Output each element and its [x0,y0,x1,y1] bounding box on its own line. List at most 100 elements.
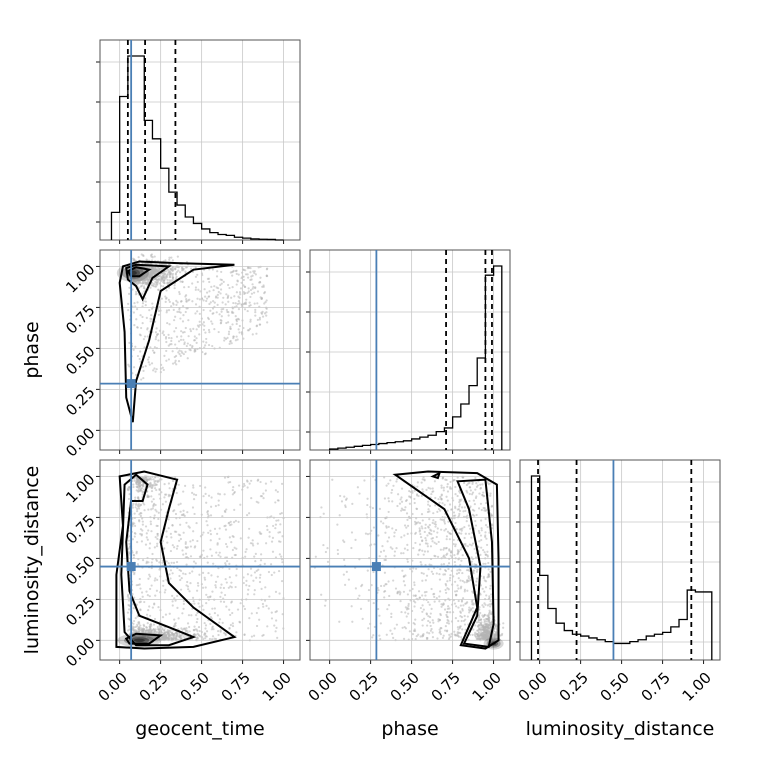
scatter-point [207,513,209,515]
scatter-point [225,322,227,324]
scatter-point [219,556,221,558]
scatter-point [419,527,421,529]
scatter-point [202,341,204,343]
scatter-point [195,522,197,524]
scatter-point [194,349,196,351]
scatter-point [233,521,235,523]
scatter-point [180,638,182,640]
scatter-point [443,563,445,565]
scatter-point [219,292,221,294]
scatter-point [142,596,144,598]
scatter-point [272,537,274,539]
scatter-point [391,548,393,550]
scatter-point [427,504,429,506]
scatter-point [468,607,470,609]
scatter-point [373,543,375,545]
scatter-point [259,581,261,583]
scatter-point [230,271,232,273]
scatter-point [132,484,134,486]
scatter-point [146,317,148,319]
scatter-point [236,320,238,322]
scatter-point [196,310,198,312]
scatter-point [205,300,207,302]
scatter-point [208,331,210,333]
scatter-point [404,506,406,508]
scatter-point [248,287,250,289]
scatter-point [135,552,137,554]
scatter-point [405,500,407,502]
scatter-point [202,609,204,611]
scatter-point [386,608,388,610]
scatter-point [151,303,153,305]
scatter-point [462,604,464,606]
scatter-point [263,292,265,294]
scatter-point [464,619,466,621]
scatter-point [278,570,280,572]
scatter-point [225,303,227,305]
scatter-point [203,321,205,323]
scatter-point [136,301,138,303]
scatter-point [195,562,197,564]
scatter-point [249,267,251,269]
scatter-point [152,628,154,630]
scatter-point [202,550,204,552]
scatter-point [467,482,469,484]
scatter-point [146,536,148,538]
scatter-point [186,630,188,632]
scatter-point [275,619,277,621]
scatter-point [188,626,190,628]
scatter-point [456,634,458,636]
scatter-point [439,631,441,633]
scatter-point [445,592,447,594]
scatter-point [420,607,422,609]
scatter-point [260,588,262,590]
scatter-point [156,484,158,486]
scatter-point [197,289,199,291]
scatter-point [170,536,172,538]
scatter-point [128,293,130,295]
scatter-point [471,544,473,546]
scatter-point [460,636,462,638]
scatter-point [466,590,468,592]
scatter-point [434,601,436,603]
scatter-point [162,281,164,283]
scatter-point [137,563,139,565]
scatter-point [214,584,216,586]
scatter-point [426,575,428,577]
scatter-point [193,629,195,631]
scatter-point [153,624,155,626]
scatter-point [153,602,155,604]
scatter-point [155,628,157,630]
scatter-point [163,496,165,498]
scatter-point [257,480,259,482]
scatter-point [256,325,258,327]
scatter-point [208,296,210,298]
scatter-point [175,304,177,306]
scatter-point [456,573,458,575]
scatter-point [224,477,226,479]
scatter-point [230,541,232,543]
scatter-point [141,534,143,536]
scatter-point [140,629,142,631]
scatter-point [476,571,478,573]
scatter-point [147,508,149,510]
scatter-point [379,638,381,640]
scatter-point [280,556,282,558]
scatter-point [484,536,486,538]
scatter-point [127,612,129,614]
scatter-point [196,628,198,630]
scatter-point [236,273,238,275]
scatter-point [250,574,252,576]
scatter-point [135,617,137,619]
scatter-point [409,568,411,570]
scatter-point [235,305,237,307]
scatter-point [252,544,254,546]
scatter-point [248,617,250,619]
scatter-point [457,631,459,633]
scatter-point [146,532,148,534]
tick-label-x: 0.75 [218,669,254,705]
scatter-point [458,550,460,552]
scatter-point [464,615,466,617]
scatter-point [472,629,474,631]
scatter-point [193,603,195,605]
